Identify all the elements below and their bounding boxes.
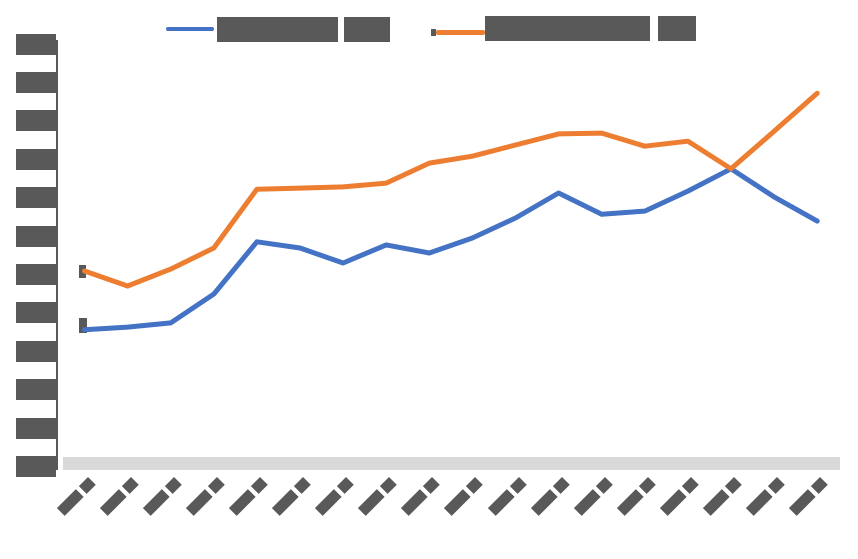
- redaction-stub-blue-start: [79, 318, 87, 333]
- y-tick-label-redacted: [16, 33, 56, 55]
- legend-line-swatch-orange: [436, 30, 485, 35]
- y-tick-label-redacted: [16, 456, 56, 478]
- x-axis-line: [63, 457, 840, 470]
- y-tick-label-redacted: [16, 187, 56, 209]
- y-tick-label-redacted: [16, 225, 56, 247]
- y-tick-label-redacted: [16, 379, 56, 401]
- y-tick-label-redacted: [16, 340, 56, 362]
- y-tick-label-redacted: [16, 264, 56, 286]
- legend-line-swatch-blue: [166, 27, 214, 31]
- y-tick-label-redacted: [16, 71, 56, 93]
- legend-label-redacted-blue: [217, 17, 390, 42]
- y-tick-label-redacted: [16, 110, 56, 132]
- series-line-blue-series: [82, 166, 820, 333]
- legend-redaction-stub: [431, 29, 436, 36]
- series-line-orange-series: [82, 90, 820, 289]
- y-axis-line: [56, 40, 58, 470]
- y-tick-label-redacted: [16, 148, 56, 170]
- y-tick-label-redacted: [16, 417, 56, 439]
- y-tick-label-redacted: [16, 302, 56, 324]
- legend-label-redacted-orange: [485, 16, 696, 41]
